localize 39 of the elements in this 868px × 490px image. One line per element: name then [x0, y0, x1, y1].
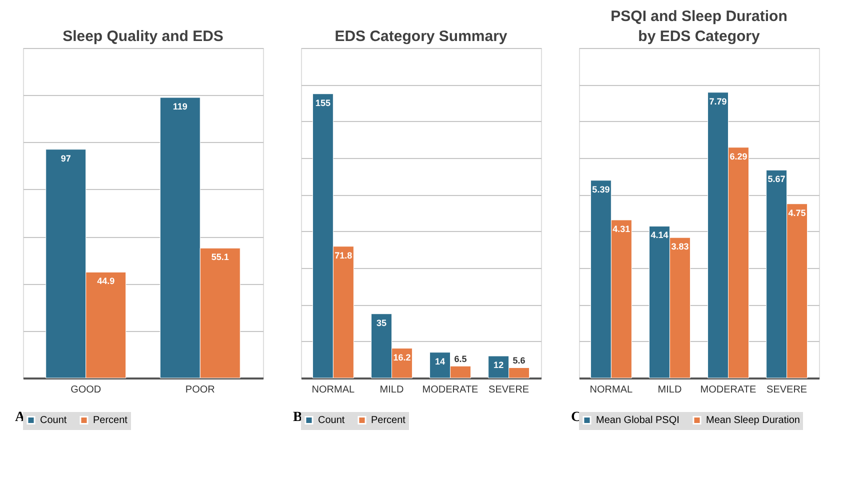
data-label: 4.75: [788, 208, 806, 218]
data-label: 35: [376, 318, 386, 328]
legend-label: Mean Global PSQI: [596, 415, 680, 426]
x-tick-label: POOR: [185, 384, 215, 396]
x-tick-label: NORMAL: [312, 384, 356, 396]
data-label: 6.29: [730, 151, 748, 162]
chart-title: Sleep Quality and EDS: [62, 28, 224, 45]
data-label: 5.6: [512, 356, 526, 366]
x-tick-label: MODERATE: [700, 384, 757, 396]
x-tick-label: SEVERE: [766, 384, 808, 396]
legend-label: Percent: [371, 415, 406, 426]
data-label: 55.1: [211, 252, 229, 262]
data-label: 71.8: [334, 250, 352, 260]
x-tick-label: SEVERE: [488, 384, 530, 396]
data-label: 14: [435, 356, 446, 366]
data-label: 155: [315, 98, 330, 108]
x-tick-label: GOOD: [70, 384, 102, 396]
data-label: 4.14: [650, 230, 668, 240]
data-label: 44.9: [97, 276, 115, 286]
data-label: 5.67: [768, 174, 786, 184]
data-label: 5.39: [592, 184, 610, 194]
legend-label: Count: [40, 415, 67, 426]
x-tick-label: NORMAL: [590, 384, 634, 396]
x-tick-label: MILD: [380, 384, 404, 396]
data-label: 6.5: [454, 354, 467, 364]
data-label: 16.2: [393, 352, 411, 362]
legend-label: Mean Sleep Duration: [706, 415, 800, 426]
data-label: 97: [60, 153, 71, 164]
data-label: 12: [494, 360, 504, 370]
legend-label: Count: [318, 415, 345, 426]
chart-title: PSQI and Sleep Duration by EDS Category: [610, 8, 788, 45]
data-label: 4.31: [612, 224, 630, 234]
data-label: 7.79: [709, 96, 727, 106]
data-label: 3.83: [671, 242, 689, 252]
chart-title: EDS Category Summary: [334, 28, 508, 45]
x-tick-label: MODERATE: [422, 384, 479, 396]
legend-label: Percent: [93, 415, 128, 426]
x-tick-label: MILD: [658, 384, 682, 396]
data-label: 119: [172, 102, 188, 112]
